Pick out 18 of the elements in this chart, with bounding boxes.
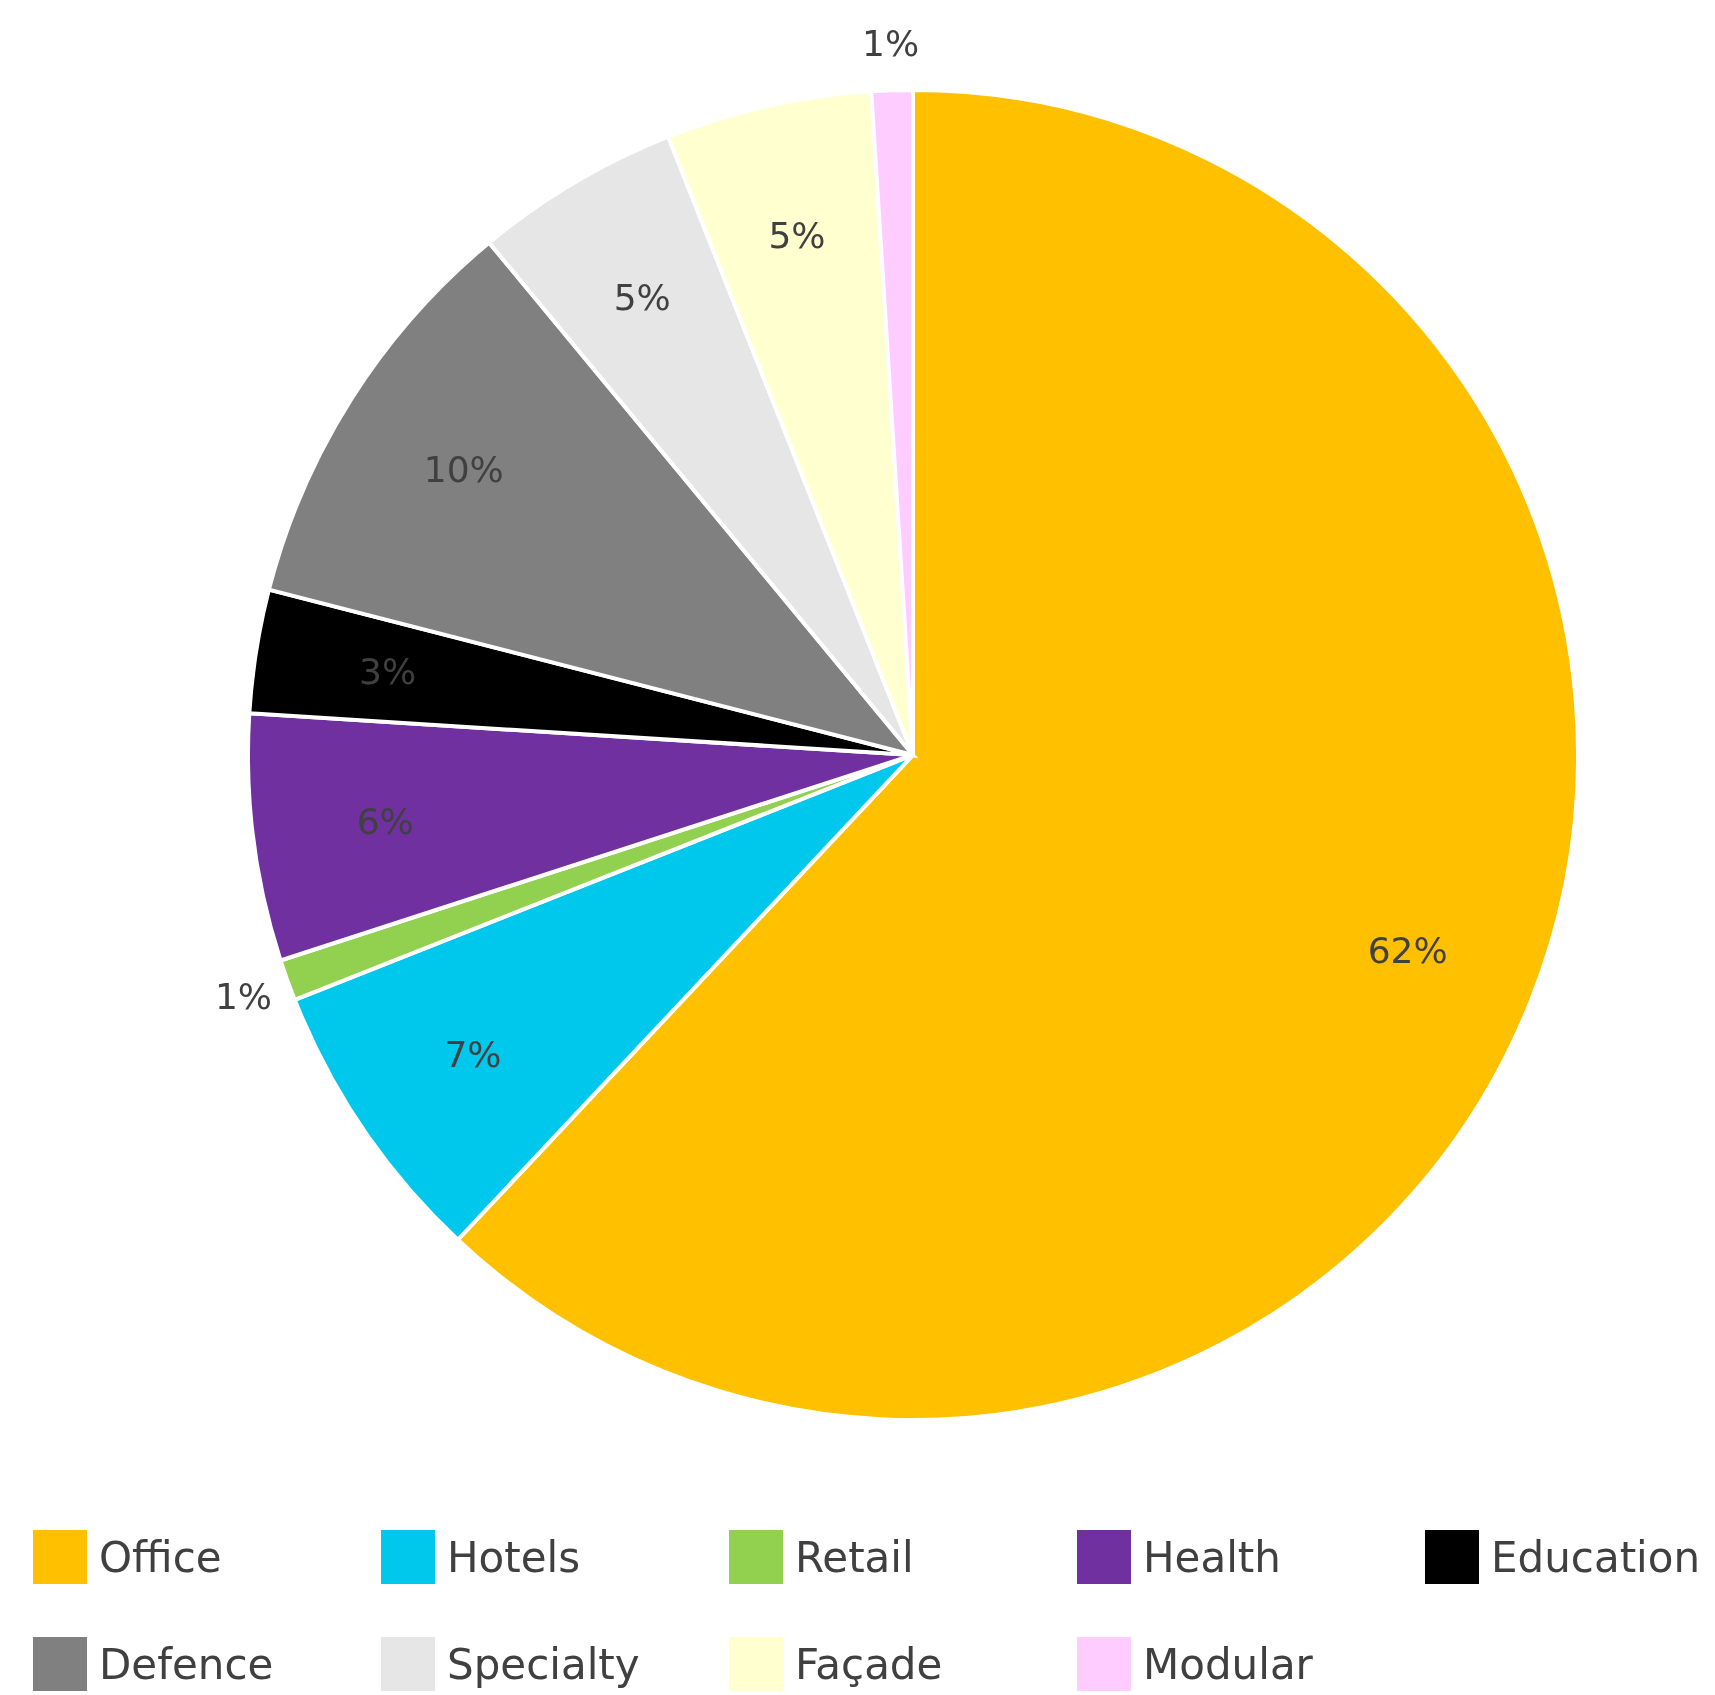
data-label: 7% [444,1033,502,1075]
data-label: 1% [862,23,920,65]
data-label: 62% [1367,930,1448,972]
legend-label: Hotels [447,1532,581,1582]
data-label: 10% [423,449,504,491]
data-label: 5% [768,215,826,257]
legend-label: Retail [795,1532,914,1582]
legend-label: Defence [99,1639,274,1689]
legend-label: Façade [795,1639,943,1689]
data-label: 6% [356,801,414,843]
legend-label: Modular [1143,1639,1314,1689]
legend-label: Education [1491,1532,1701,1582]
data-label: 1% [214,975,273,1017]
data-label: 3% [358,651,417,693]
legend-label: Office [99,1532,222,1582]
legend-label: Health [1143,1532,1281,1582]
data-label: 5% [613,276,671,318]
legend-label: Specialty [447,1639,640,1689]
